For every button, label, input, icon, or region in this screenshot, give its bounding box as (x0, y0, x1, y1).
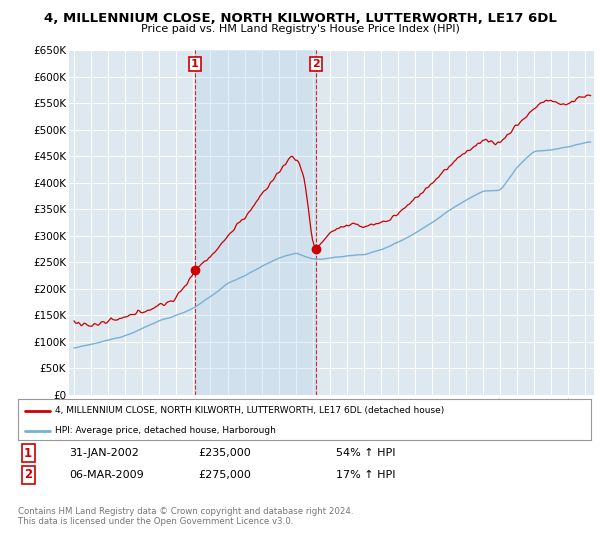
Text: 17% ↑ HPI: 17% ↑ HPI (336, 470, 395, 480)
Text: 54% ↑ HPI: 54% ↑ HPI (336, 448, 395, 458)
Bar (195, 50, 316, 395)
Text: 31-JAN-2002: 31-JAN-2002 (69, 448, 139, 458)
Text: 1: 1 (191, 59, 199, 69)
Text: 2: 2 (312, 59, 320, 69)
Text: 4, MILLENNIUM CLOSE, NORTH KILWORTH, LUTTERWORTH, LE17 6DL: 4, MILLENNIUM CLOSE, NORTH KILWORTH, LUT… (44, 12, 556, 25)
Text: 2: 2 (24, 468, 32, 482)
Text: HPI: Average price, detached house, Harborough: HPI: Average price, detached house, Harb… (55, 426, 276, 435)
Text: £235,000: £235,000 (198, 448, 251, 458)
Text: 4, MILLENNIUM CLOSE, NORTH KILWORTH, LUTTERWORTH, LE17 6DL (detached house): 4, MILLENNIUM CLOSE, NORTH KILWORTH, LUT… (55, 406, 445, 415)
Text: Price paid vs. HM Land Registry's House Price Index (HPI): Price paid vs. HM Land Registry's House … (140, 24, 460, 34)
Text: Contains HM Land Registry data © Crown copyright and database right 2024.
This d: Contains HM Land Registry data © Crown c… (18, 507, 353, 526)
Text: 1: 1 (24, 446, 32, 460)
Text: £275,000: £275,000 (198, 470, 251, 480)
Text: 06-MAR-2009: 06-MAR-2009 (69, 470, 144, 480)
